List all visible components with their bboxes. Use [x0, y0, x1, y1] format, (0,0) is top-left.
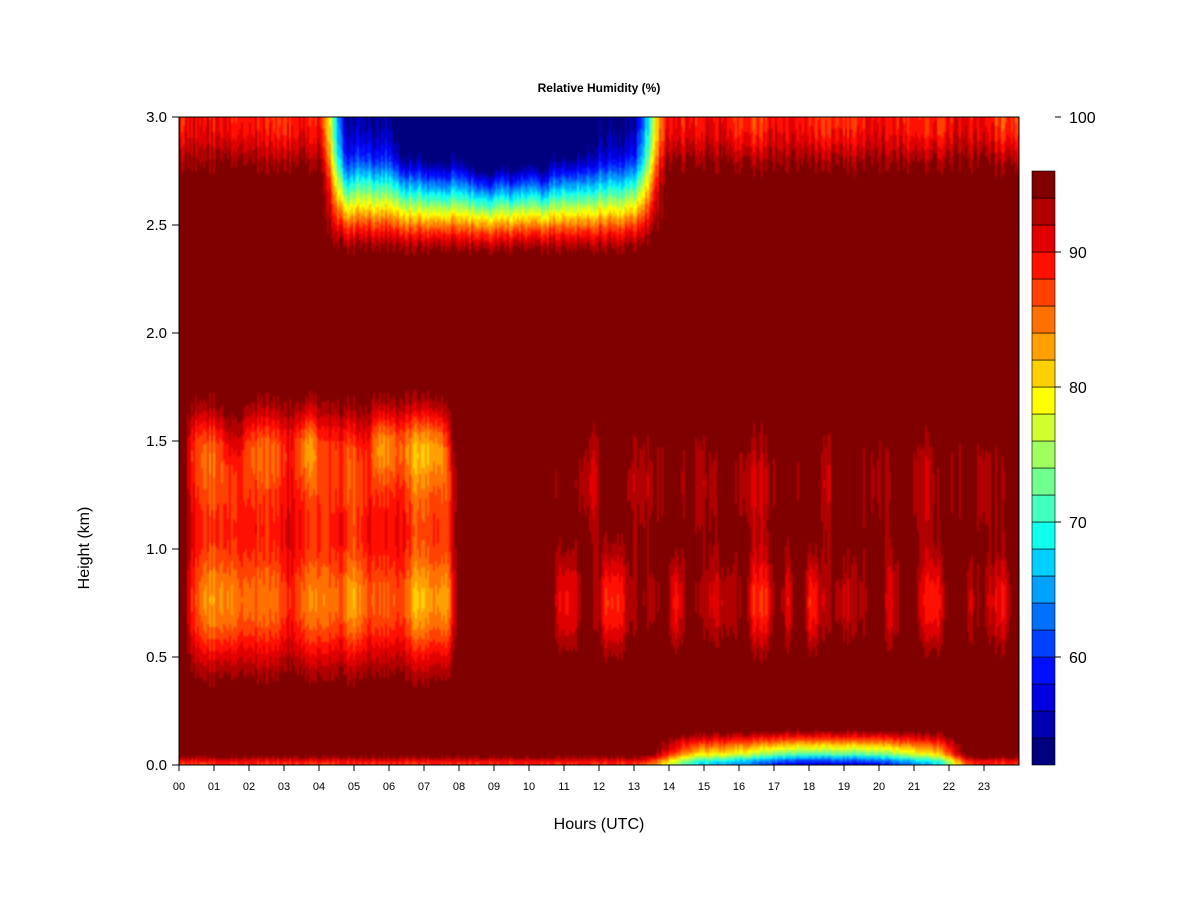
x-tick-label: 15: [698, 781, 710, 793]
colorbar-label: 90: [1069, 245, 1087, 262]
y-axis: 0.0 0.5 1.0 1.5 2.0 2.5 3.0: [146, 109, 179, 774]
colorbar-swatch: [1031, 548, 1056, 577]
x-axis: 00 01 02 03 04 05 06 07 08 09 10 11 12 13 14 15 16 17 18 19…: [173, 765, 990, 793]
x-tick-label: 23: [978, 781, 990, 793]
x-tick-label: 02: [243, 781, 255, 793]
x-tick-label: 08: [453, 781, 465, 793]
y-tick-label: 1.0: [146, 541, 167, 558]
colorbar-swatch: [1031, 386, 1056, 415]
y-tick-label: 2.0: [146, 325, 167, 342]
x-tick-label: 21: [908, 781, 920, 793]
chart-title: Relative Humidity (%): [538, 81, 661, 95]
colorbar-label: 70: [1069, 515, 1087, 532]
colorbar-swatch: [1031, 305, 1056, 334]
colorbar-label: 100: [1069, 110, 1096, 127]
colorbar-swatch: [1031, 575, 1056, 604]
y-axis-label: Height (km): [76, 507, 93, 590]
colorbar: 60 70 80 90 100: [1031, 110, 1096, 766]
colorbar-swatch: [1031, 683, 1056, 712]
x-tick-label: 18: [803, 781, 815, 793]
x-tick-label: 11: [558, 781, 569, 793]
x-tick-label: 12: [593, 781, 605, 793]
colorbar-swatch: [1031, 332, 1056, 361]
y-tick-label: 2.5: [146, 217, 167, 234]
colorbar-swatch: [1031, 494, 1056, 523]
colorbar-swatch: [1031, 710, 1056, 739]
colorbar-swatch: [1031, 656, 1056, 685]
x-tick-label: 05: [348, 781, 360, 793]
y-tick-label: 1.5: [146, 433, 167, 450]
colorbar-swatch: [1031, 440, 1056, 469]
x-tick-label: 06: [383, 781, 395, 793]
colorbar-swatch: [1031, 224, 1056, 253]
x-tick-label: 00: [173, 781, 185, 793]
colorbar-swatch: [1031, 251, 1056, 280]
x-tick-label: 07: [418, 781, 430, 793]
x-tick-label: 22: [943, 781, 955, 793]
x-tick-label: 19: [838, 781, 850, 793]
plot-area: [178, 116, 1020, 766]
x-tick-label: 03: [278, 781, 290, 793]
x-tick-label: 20: [873, 781, 885, 793]
colorbar-swatch: [1031, 467, 1056, 496]
y-tick-label: 0.5: [146, 649, 167, 666]
colorbar-swatch: [1031, 170, 1056, 199]
x-tick-label: 14: [663, 781, 675, 793]
x-tick-label: 16: [733, 781, 745, 793]
y-tick-label: 0.0: [146, 757, 167, 774]
y-tick-label: 3.0: [146, 109, 167, 126]
colorbar-swatch: [1031, 278, 1056, 307]
colorbar-swatch: [1031, 602, 1056, 631]
x-tick-label: 09: [488, 781, 500, 793]
heatmap-image: [179, 117, 1019, 765]
colorbar-swatch: [1031, 413, 1056, 442]
x-axis-label: Hours (UTC): [554, 816, 645, 833]
colorbar-label: 80: [1069, 380, 1087, 397]
colorbar-swatch: [1031, 737, 1056, 766]
colorbar-swatch: [1031, 197, 1056, 226]
colorbar-swatch: [1031, 629, 1056, 658]
x-tick-label: 10: [523, 781, 535, 793]
colorbar-swatch: [1031, 521, 1056, 550]
colorbar-label: 60: [1069, 650, 1087, 667]
x-tick-label: 13: [628, 781, 640, 793]
x-tick-label: 17: [768, 781, 780, 793]
x-tick-label: 04: [313, 781, 325, 793]
colorbar-swatch: [1031, 359, 1056, 388]
x-tick-label: 01: [208, 781, 220, 793]
